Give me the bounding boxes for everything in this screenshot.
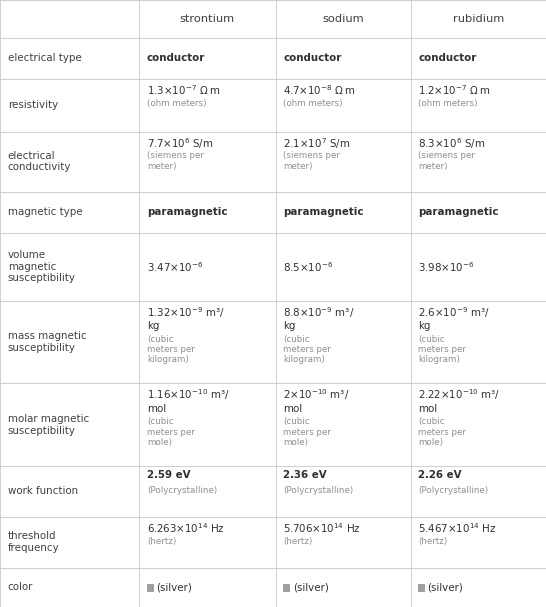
Text: $8.3{\times}10^{6}$ S/m: $8.3{\times}10^{6}$ S/m [418,136,485,151]
Text: paramagnetic: paramagnetic [147,208,227,217]
Text: $2.22{\times}10^{-10}$ m³/
mol: $2.22{\times}10^{-10}$ m³/ mol [418,388,501,414]
Text: conductor: conductor [283,53,342,63]
Text: $2{\times}10^{-10}$ m³/
mol: $2{\times}10^{-10}$ m³/ mol [283,388,350,414]
Text: rubidium: rubidium [453,14,504,24]
Text: (Polycrystalline): (Polycrystalline) [283,486,354,495]
Text: 2.59 eV: 2.59 eV [147,470,191,480]
Text: electrical type: electrical type [8,53,81,63]
Text: $1.32{\times}10^{-9}$ m³/
kg: $1.32{\times}10^{-9}$ m³/ kg [147,305,225,331]
Text: $1.3{\times}10^{-7}$ Ω m: $1.3{\times}10^{-7}$ Ω m [147,83,220,97]
Text: (ohm meters): (ohm meters) [418,99,478,108]
Text: $4.7{\times}10^{-8}$ Ω m: $4.7{\times}10^{-8}$ Ω m [283,83,356,97]
Text: (silver): (silver) [428,582,464,592]
Text: $1.2{\times}10^{-7}$ Ω m: $1.2{\times}10^{-7}$ Ω m [418,83,491,97]
Text: (cubic
meters per
mole): (cubic meters per mole) [418,417,466,447]
Text: (siemens per
meter): (siemens per meter) [418,152,475,171]
Text: $5.706{\times}10^{14}$ Hz: $5.706{\times}10^{14}$ Hz [283,521,361,535]
Text: strontium: strontium [180,14,235,24]
Text: threshold
frequency: threshold frequency [8,531,60,553]
Text: $3.47{\times}10^{-6}$: $3.47{\times}10^{-6}$ [147,260,204,274]
Text: (Polycrystalline): (Polycrystalline) [147,486,217,495]
Text: $6.263{\times}10^{14}$ Hz: $6.263{\times}10^{14}$ Hz [147,521,225,535]
Text: 2.26 eV: 2.26 eV [418,470,462,480]
Text: mass magnetic
susceptibility: mass magnetic susceptibility [8,331,86,353]
Text: $5.467{\times}10^{14}$ Hz: $5.467{\times}10^{14}$ Hz [418,521,497,535]
Text: (cubic
meters per
kilogram): (cubic meters per kilogram) [283,334,331,364]
Text: work function: work function [8,486,78,497]
Text: (cubic
meters per
mole): (cubic meters per mole) [283,417,331,447]
Text: sodium: sodium [322,14,364,24]
Text: color: color [8,582,33,592]
Text: conductor: conductor [147,53,205,63]
Text: conductor: conductor [418,53,477,63]
Text: electrical
conductivity: electrical conductivity [8,151,71,172]
Text: molar magnetic
susceptibility: molar magnetic susceptibility [8,414,89,435]
Text: (cubic
meters per
mole): (cubic meters per mole) [147,417,195,447]
Text: (ohm meters): (ohm meters) [147,99,206,108]
Text: $8.8{\times}10^{-9}$ m³/
kg: $8.8{\times}10^{-9}$ m³/ kg [283,305,355,331]
Text: 2.36 eV: 2.36 eV [283,470,327,480]
Text: magnetic type: magnetic type [8,208,82,217]
Bar [147,584,153,591]
Text: volume
magnetic
susceptibility: volume magnetic susceptibility [8,250,76,283]
Text: $7.7{\times}10^{6}$ S/m: $7.7{\times}10^{6}$ S/m [147,136,213,151]
Text: paramagnetic: paramagnetic [418,208,498,217]
Text: (hertz): (hertz) [283,537,313,546]
Text: resistivity: resistivity [8,100,58,110]
Bar [418,584,424,591]
Bar [283,584,289,591]
Text: $2.1{\times}10^{7}$ S/m: $2.1{\times}10^{7}$ S/m [283,136,351,151]
Text: (hertz): (hertz) [418,537,448,546]
Text: (silver): (silver) [293,582,329,592]
Text: (cubic
meters per
kilogram): (cubic meters per kilogram) [418,334,466,364]
Text: (siemens per
meter): (siemens per meter) [147,152,204,171]
Text: $2.6{\times}10^{-9}$ m³/
kg: $2.6{\times}10^{-9}$ m³/ kg [418,305,490,331]
Text: $1.16{\times}10^{-10}$ m³/
mol: $1.16{\times}10^{-10}$ m³/ mol [147,388,230,414]
Text: (Polycrystalline): (Polycrystalline) [418,486,489,495]
Text: $3.98{\times}10^{-6}$: $3.98{\times}10^{-6}$ [418,260,475,274]
Text: (cubic
meters per
kilogram): (cubic meters per kilogram) [147,334,195,364]
Text: paramagnetic: paramagnetic [283,208,364,217]
Text: (hertz): (hertz) [147,537,176,546]
Text: (siemens per
meter): (siemens per meter) [283,152,340,171]
Text: (silver): (silver) [156,582,192,592]
Text: (ohm meters): (ohm meters) [283,99,343,108]
Text: $8.5{\times}10^{-6}$: $8.5{\times}10^{-6}$ [283,260,334,274]
